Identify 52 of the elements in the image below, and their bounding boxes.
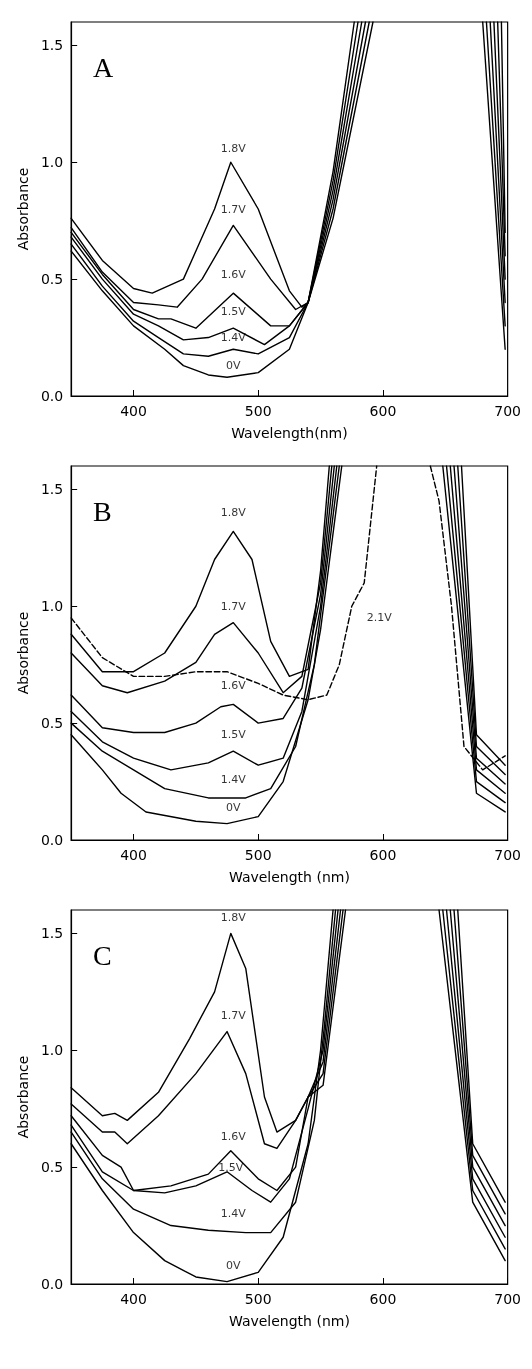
x-tick-label: 500	[244, 403, 272, 419]
x-tick-label: 700	[494, 847, 522, 863]
x-tick-label: 500	[244, 1291, 272, 1307]
x-tick-label: 600	[369, 847, 397, 863]
annotation: 1.5V	[220, 728, 247, 742]
annotation: 1.7V	[220, 202, 247, 216]
annotation: 1.4V	[220, 331, 247, 345]
text: B	[93, 495, 112, 527]
y-tick-label: 0.5	[40, 271, 64, 288]
text: A	[93, 51, 114, 83]
y-tick-label: 0.5	[40, 715, 64, 732]
y-tick-label: 1.0	[40, 598, 64, 615]
annotation: 1.8V	[220, 910, 247, 924]
x-tick-label: 500	[244, 847, 272, 863]
annotation: 1.6V	[220, 679, 247, 693]
y-tick-label: 1.5	[40, 925, 64, 942]
annotation: 1.5V	[220, 305, 247, 319]
y-axis-title: Absorbance	[15, 1055, 31, 1139]
annotation: 0V	[226, 800, 242, 814]
y-axis-title: Absorbance	[15, 167, 31, 251]
x-tick-label: 400	[120, 847, 147, 863]
annotation: 0V	[226, 359, 242, 373]
annotation: 1.6V	[220, 1130, 247, 1144]
annotation: 2.1V	[366, 611, 393, 625]
x-tick-label: 400	[120, 403, 147, 419]
y-axis-title: Absorbance	[15, 611, 31, 695]
y-tick-label: 1.0	[40, 1042, 64, 1059]
x-tick-label: 700	[494, 403, 522, 419]
x-tick-label: 600	[369, 1291, 397, 1307]
y-tick-label: 0.0	[40, 1276, 64, 1292]
y-tick-label: 1.5	[40, 481, 64, 498]
x-tick-label: 700	[494, 1291, 522, 1307]
y-tick-label: 1.5	[40, 37, 64, 54]
annotation: 1.5V	[218, 1160, 244, 1174]
annotation: 1.8V	[220, 141, 247, 155]
x-axis-title: Wavelength (nm)	[228, 1313, 350, 1329]
y-tick-label: 0.0	[40, 832, 64, 848]
annotation: 1.4V	[220, 772, 247, 786]
annotation: 1.4V	[220, 1207, 247, 1221]
x-axis-title: Wavelength (nm)	[228, 869, 350, 885]
annotation: 1.8V	[220, 506, 247, 520]
annotation: 1.6V	[220, 267, 247, 281]
y-tick-label: 0.0	[40, 388, 64, 404]
text: C	[93, 939, 112, 971]
annotation: 0V	[226, 1258, 242, 1272]
annotation: 1.7V	[220, 1008, 247, 1022]
x-tick-label: 400	[120, 1291, 147, 1307]
y-tick-label: 1.0	[40, 154, 64, 171]
x-tick-label: 600	[369, 403, 397, 419]
y-tick-label: 0.5	[40, 1159, 64, 1176]
x-axis-title: Wavelength(nm)	[231, 425, 348, 441]
annotation: 1.7V	[220, 599, 247, 613]
